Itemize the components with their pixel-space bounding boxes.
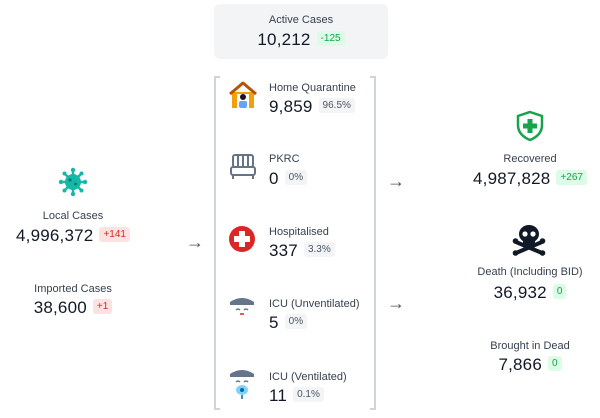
recovered-value-row: 4,987,828 +267 xyxy=(455,169,600,189)
arrow-right-icon: → xyxy=(387,293,405,313)
recovered-value: 4,987,828 xyxy=(473,169,551,188)
active-cases-label: Active Cases xyxy=(268,14,334,26)
death-label: Death (Including BID) xyxy=(477,266,583,278)
category-label: Home Quarantine xyxy=(269,82,356,94)
local-cases-value: 4,996,372 xyxy=(16,226,94,245)
category-label: ICU (Unventilated) xyxy=(269,298,360,310)
imported-cases-value-row: 38,600 +1 xyxy=(0,298,146,318)
shield-plus-icon xyxy=(516,110,544,142)
category-value: 5 xyxy=(269,313,279,332)
bid-value: 7,866 xyxy=(498,355,542,374)
group-bracket-right xyxy=(370,76,376,410)
local-cases-delta: +141 xyxy=(99,227,130,243)
category-percent: 0% xyxy=(284,314,308,330)
category-value: 0 xyxy=(269,169,279,188)
category-value: 9,859 xyxy=(269,97,313,116)
bid-value-row: 7,866 0 xyxy=(455,355,600,375)
category-value-row: 0 0% xyxy=(269,169,308,189)
skull-crossbones-icon xyxy=(512,225,546,256)
category-value-row: 11 0.1% xyxy=(269,386,324,406)
arrow-right-icon: → xyxy=(387,171,405,191)
icu-patient-icon xyxy=(230,298,254,315)
category-value-row: 5 0% xyxy=(269,313,308,333)
bid-delta: 0 xyxy=(547,356,562,372)
imported-cases-label: Imported Cases xyxy=(34,283,112,295)
death-value: 36,932 xyxy=(493,283,547,302)
group-bracket-left xyxy=(214,76,220,410)
recovered-label: Recovered xyxy=(503,153,557,165)
category-value: 11 xyxy=(269,386,288,405)
active-cases-card xyxy=(214,4,388,59)
category-percent: 96.5% xyxy=(318,98,355,114)
active-cases-delta: -125 xyxy=(316,31,345,47)
category-percent: 0.1% xyxy=(293,387,324,403)
category-value: 337 xyxy=(269,241,298,260)
category-value-row: 9,859 96.5% xyxy=(269,97,355,117)
category-percent: 3.3% xyxy=(303,242,335,258)
home-quarantine-icon xyxy=(229,81,257,108)
bed-icon xyxy=(230,154,256,179)
bid-label: Brought in Dead xyxy=(490,340,570,352)
category-label: ICU (Ventilated) xyxy=(269,371,347,383)
imported-cases-delta: +1 xyxy=(92,299,113,315)
category-label: PKRC xyxy=(269,153,300,165)
local-cases-value-row: 4,996,372 +141 xyxy=(0,226,146,246)
death-value-row: 36,932 0 xyxy=(455,283,600,303)
recovered-delta: +267 xyxy=(556,170,587,186)
imported-cases-value: 38,600 xyxy=(33,298,87,317)
hospital-cross-icon xyxy=(229,226,255,252)
category-value-row: 337 3.3% xyxy=(269,241,335,261)
arrow-right-icon: → xyxy=(186,232,204,252)
death-delta: 0 xyxy=(552,284,567,300)
active-cases-value: 10,212 xyxy=(257,30,311,49)
local-cases-label: Local Cases xyxy=(42,210,104,222)
category-percent: 0% xyxy=(284,170,308,186)
virus-icon xyxy=(58,167,88,197)
ventilated-patient-icon xyxy=(230,370,254,399)
active-cases-value-row: 10,212 -125 xyxy=(214,30,388,50)
category-label: Hospitalised xyxy=(269,226,329,238)
